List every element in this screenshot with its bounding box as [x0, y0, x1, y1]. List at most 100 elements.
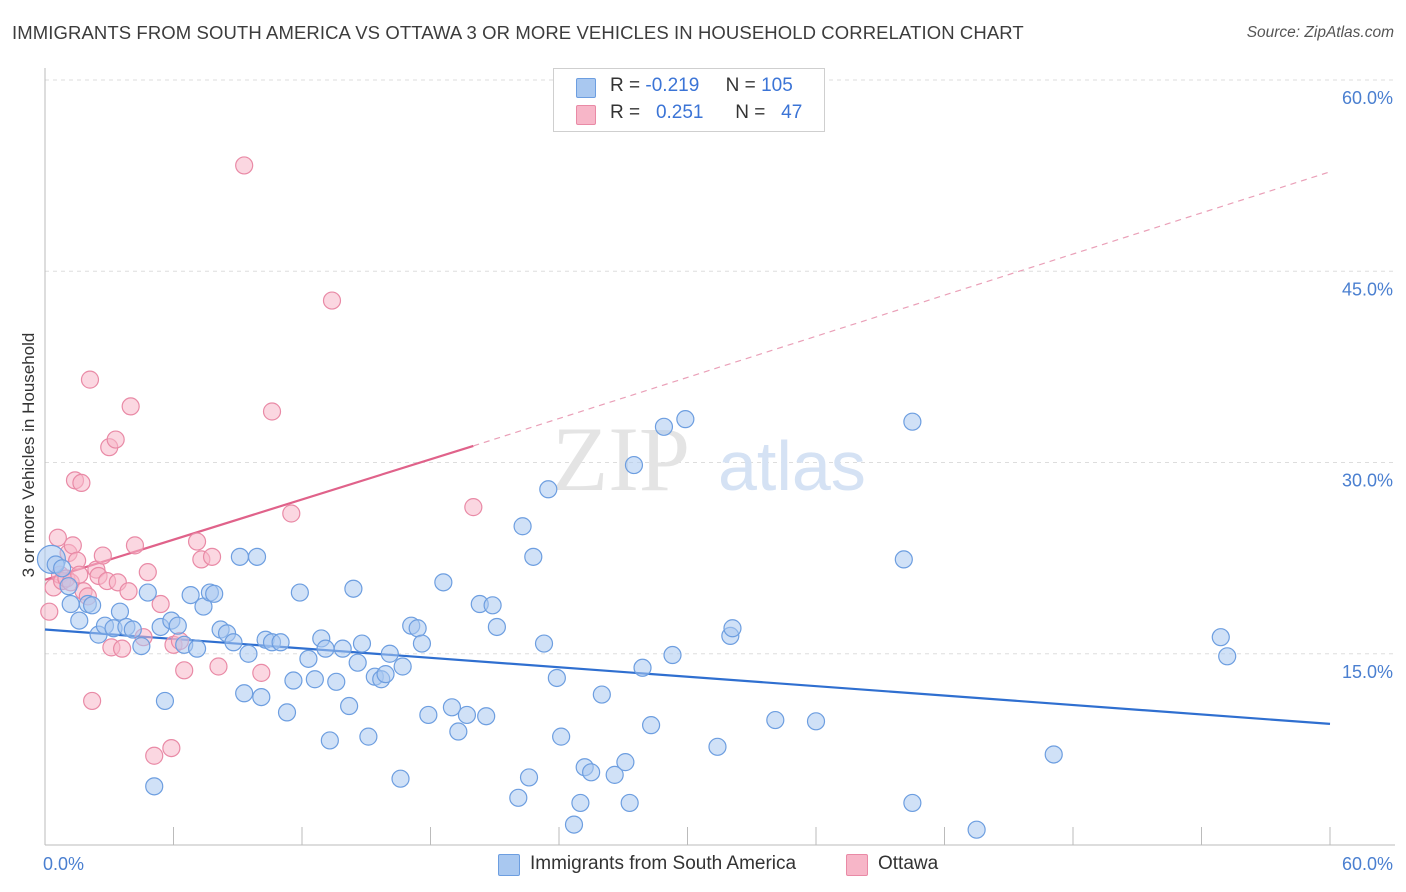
ottawa-point: [145, 746, 164, 765]
south-america-point: [145, 777, 164, 796]
south-america-point: [457, 705, 477, 725]
ottawa-point: [187, 532, 207, 551]
correlation-legend: R = -0.219 N = 105 R = 0.251 N = 47: [553, 68, 825, 132]
legend-n-value: 47: [781, 102, 803, 123]
south-america-point: [320, 731, 339, 750]
south-america-point: [230, 547, 249, 566]
south-america-point: [83, 596, 102, 615]
legend-swatch-blue: [498, 854, 520, 876]
south-america-point: [654, 417, 674, 436]
south-america-point: [299, 649, 318, 668]
south-america-point: [676, 410, 695, 429]
south-america-point: [483, 596, 502, 615]
south-america-point: [624, 455, 644, 475]
legend-swatch-pink: [576, 105, 596, 125]
south-america-points: [36, 410, 1237, 839]
ottawa-trend-line: [44, 444, 474, 581]
ottawa-point: [125, 536, 145, 555]
y-tick-label: 30.0%: [1342, 471, 1393, 491]
south-america-point: [155, 691, 175, 711]
south-america-point: [547, 668, 566, 688]
south-america-point: [380, 644, 399, 663]
ottawa-point: [40, 602, 59, 621]
south-america-point: [552, 727, 571, 746]
south-america-point: [224, 633, 243, 652]
south-america-point: [235, 684, 254, 703]
y-tick-label: 15.0%: [1342, 662, 1393, 682]
south-america-point: [290, 583, 309, 602]
south-america-point: [487, 617, 506, 637]
south-america-point: [376, 665, 395, 684]
legend-label-south-america: Immigrants from South America: [530, 853, 797, 874]
south-america-point: [663, 645, 682, 665]
south-america-point: [327, 672, 346, 691]
south-america-point: [359, 727, 378, 746]
x-tick-label: 60.0%: [1342, 854, 1393, 874]
ottawa-point: [151, 594, 170, 614]
south-america-point: [205, 584, 224, 603]
south-america-point: [61, 594, 80, 614]
ottawa-point: [464, 498, 483, 517]
legend-n-label: N =: [735, 102, 766, 123]
ottawa-point: [209, 657, 228, 676]
south-america-point: [252, 687, 271, 707]
south-america-point: [344, 579, 363, 598]
south-america-point: [168, 616, 187, 635]
ottawa-points: [40, 156, 483, 765]
south-america-point: [616, 753, 635, 772]
legend-r-value: 0.251: [655, 102, 704, 123]
south-america-point: [442, 698, 462, 717]
ottawa-point: [162, 738, 181, 758]
axes: [44, 68, 1395, 846]
south-america-point: [620, 793, 639, 813]
south-america-point: [1218, 647, 1237, 666]
south-america-point: [571, 793, 590, 813]
south-america-point: [53, 559, 72, 578]
ottawa-trend-extension: [473, 171, 1331, 447]
south-america-point: [605, 765, 624, 784]
south-america-point: [477, 707, 496, 726]
south-america-point: [723, 619, 742, 638]
south-america-point: [903, 412, 922, 431]
legend-r-label: R =: [610, 102, 641, 123]
south-america-point: [333, 639, 352, 658]
y-tick-labels: 15.0% 30.0% 45.0% 60.0%: [1342, 88, 1393, 682]
series-legend: Immigrants from South America Ottawa: [0, 850, 1406, 880]
south-america-point: [524, 547, 543, 566]
south-america-point: [110, 602, 130, 621]
south-america-point: [641, 716, 661, 735]
legend-swatch-blue: [576, 78, 596, 98]
south-america-point: [766, 710, 785, 730]
ottawa-point: [63, 536, 82, 555]
south-america-point: [239, 644, 258, 663]
y-tick-label: 60.0%: [1342, 88, 1393, 108]
ottawa-point: [119, 582, 138, 601]
south-america-point: [564, 815, 584, 834]
south-america-point: [132, 636, 151, 656]
south-america-point: [393, 657, 412, 676]
y-axis-label: 3 or more Vehicles in Household: [19, 333, 38, 578]
south-america-point: [391, 769, 410, 788]
south-america-point: [247, 547, 267, 566]
south-america-point: [187, 639, 207, 658]
x-tick-label: 0.0%: [43, 854, 84, 874]
south-america-point: [123, 620, 142, 639]
ottawa-point: [48, 528, 67, 547]
legend-swatch-pink: [846, 854, 868, 876]
legend-n-label: N =: [725, 75, 756, 96]
ottawa-point: [93, 546, 112, 565]
south-america-point: [534, 634, 554, 653]
ottawa-point: [70, 565, 89, 584]
ottawa-point: [83, 691, 102, 711]
south-america-point: [70, 611, 89, 630]
south-america-point: [277, 703, 297, 722]
source-credit: Source: ZipAtlas.com: [1246, 24, 1394, 41]
south-america-point: [419, 705, 438, 725]
south-america-point: [509, 788, 528, 807]
south-america-point: [412, 634, 432, 653]
south-america-point: [59, 577, 78, 596]
south-america-point: [806, 712, 826, 731]
ottawa-point: [72, 473, 91, 492]
south-america-point: [348, 653, 367, 672]
legend-r-value: -0.219: [645, 75, 700, 96]
